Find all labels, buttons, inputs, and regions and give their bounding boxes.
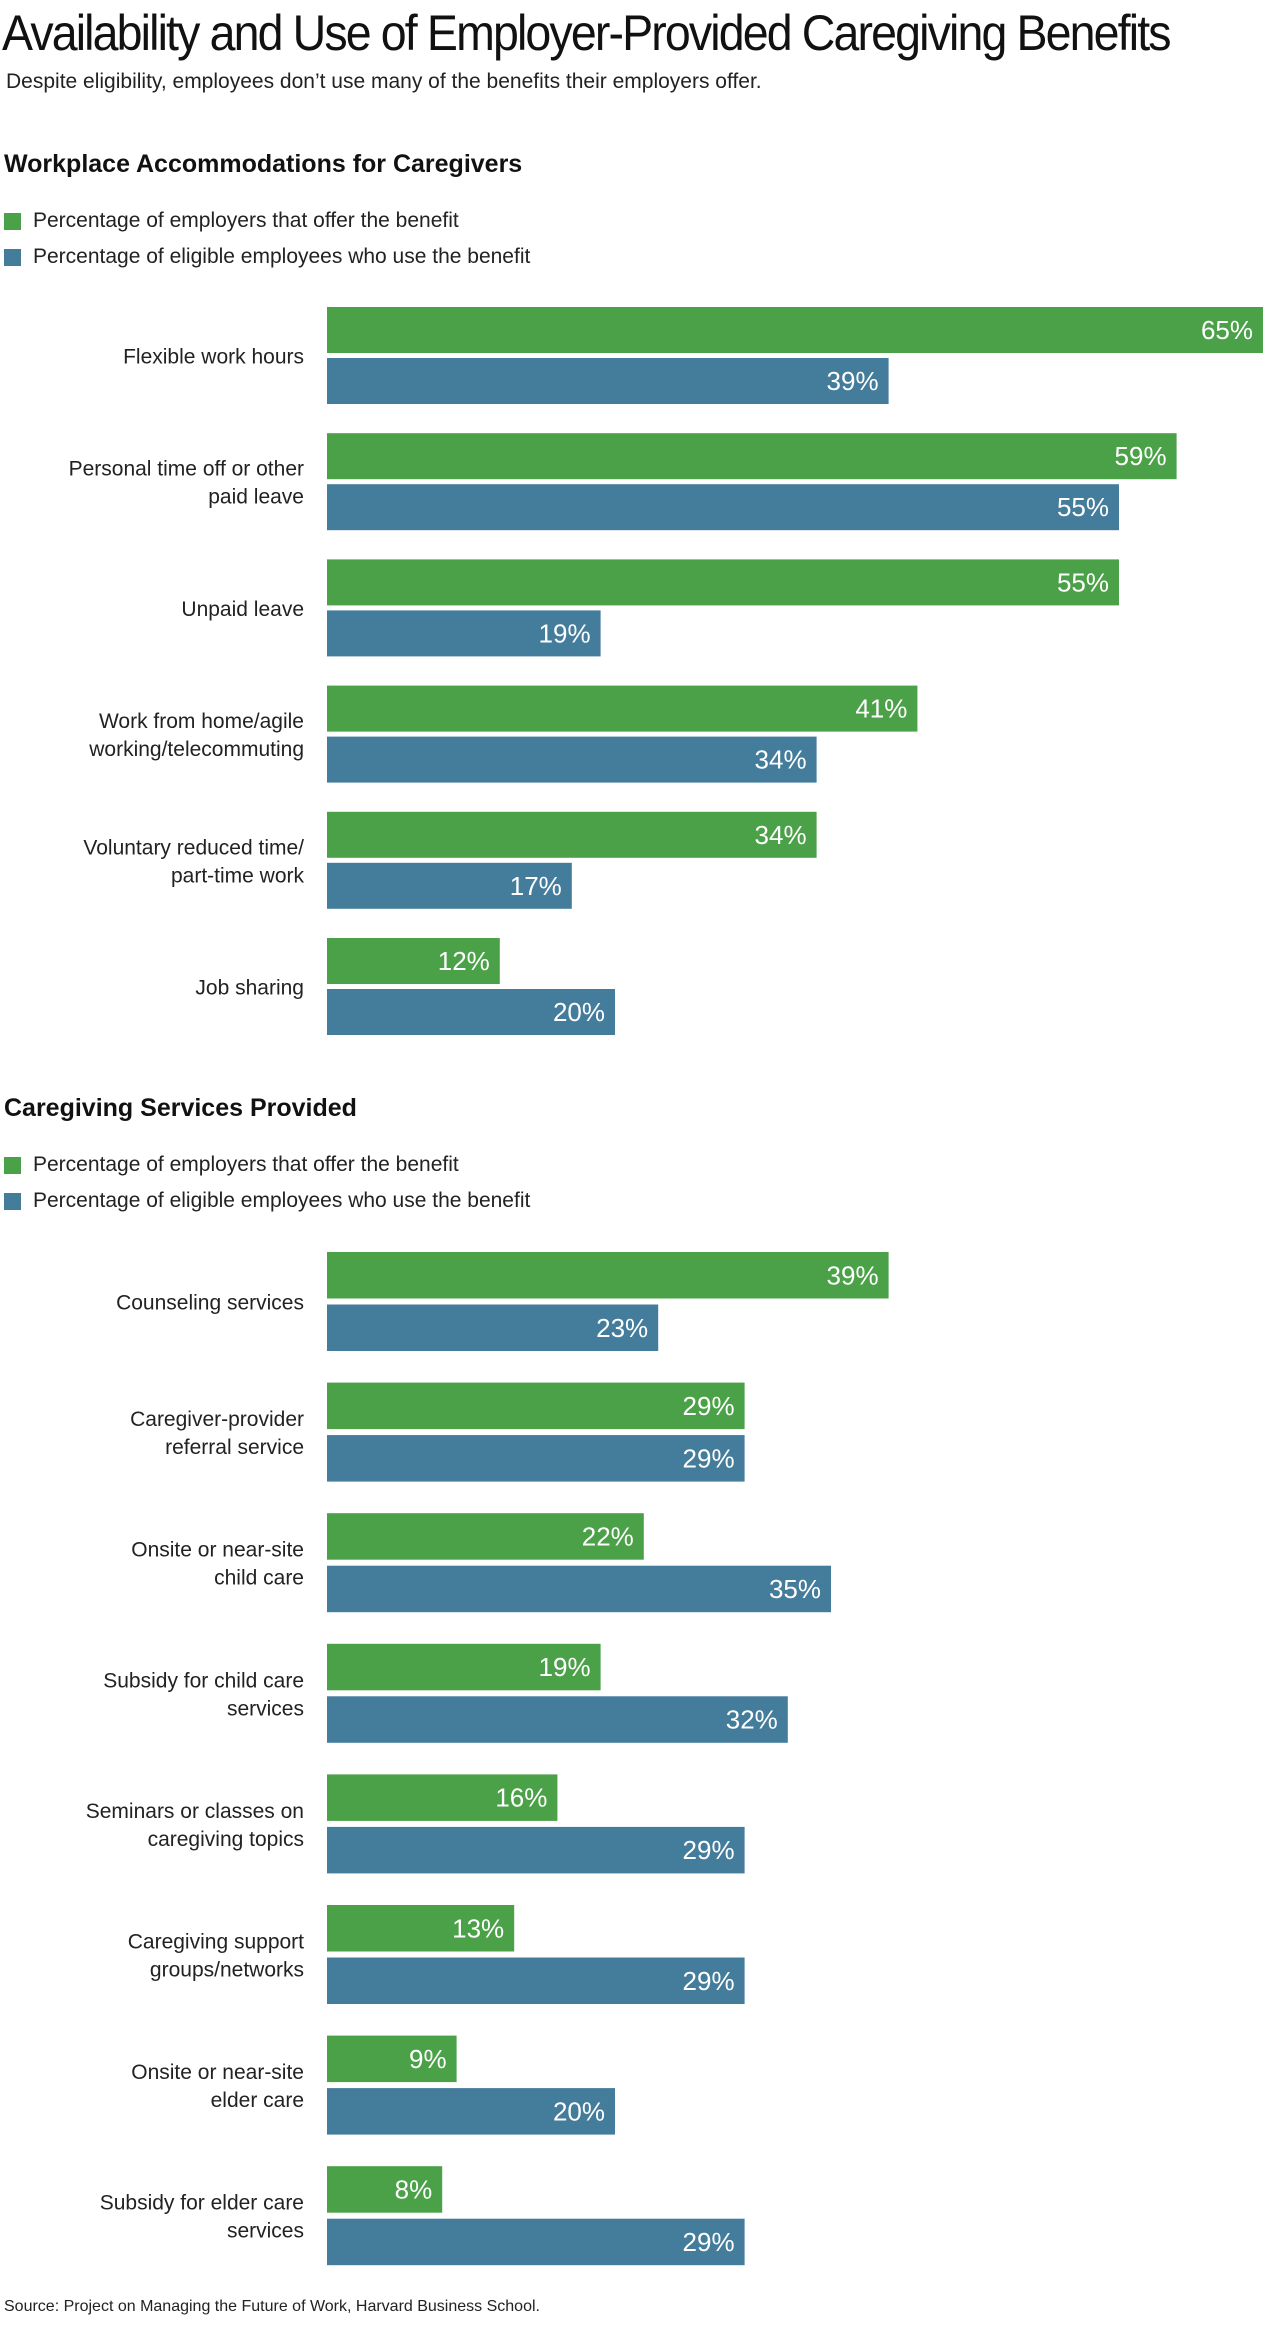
category-label: Onsite or near-site bbox=[131, 1539, 304, 1562]
bar-employers-offer bbox=[327, 1643, 601, 1691]
category-label: working/telecommuting bbox=[88, 738, 304, 761]
category-label: Seminars or classes on bbox=[86, 1800, 304, 1823]
bar-employers-offer bbox=[327, 938, 500, 984]
category-label: Voluntary reduced time/ bbox=[83, 836, 304, 859]
bar-employees-use bbox=[327, 2218, 745, 2266]
bar-value-label: 13% bbox=[452, 1913, 504, 1943]
category-label: Personal time off or other bbox=[69, 458, 304, 481]
category-label: Caregiver-provider bbox=[130, 1408, 304, 1431]
bar-employees-use bbox=[327, 1826, 745, 1874]
bar-value-label: 39% bbox=[827, 1260, 879, 1290]
accommodations-bar-chart: Flexible work hours 65% 39% Personal time o… bbox=[69, 307, 1263, 1035]
legend-label-use: Percentage of eligible employees who use… bbox=[33, 1189, 531, 1212]
legend-use-1: Percentage of eligible employees who use… bbox=[4, 243, 530, 271]
bar-employees-use bbox=[327, 484, 1119, 531]
legend-swatch-offer bbox=[4, 1156, 21, 1174]
bar-value-label: 22% bbox=[582, 1521, 634, 1551]
bar-value-label: 34% bbox=[755, 820, 807, 850]
bar-value-label: 55% bbox=[1057, 492, 1109, 522]
bar-value-label: 8% bbox=[395, 2174, 433, 2204]
category-label: services bbox=[227, 2220, 304, 2243]
section-title-accommodations: Workplace Accommodations for Caregivers bbox=[4, 150, 523, 178]
bar-employees-use bbox=[327, 2088, 615, 2135]
bar-employees-use bbox=[327, 1696, 788, 1743]
bar-employers-offer bbox=[327, 1252, 889, 1299]
bar-value-label: 23% bbox=[596, 1313, 648, 1343]
category-label: Subsidy for elder care bbox=[100, 2192, 304, 2215]
bar-value-label: 29% bbox=[683, 1443, 735, 1473]
bar-value-label: 32% bbox=[726, 1705, 778, 1735]
category-label: part-time work bbox=[171, 864, 305, 887]
category-label: child care bbox=[214, 1567, 304, 1590]
bar-value-label: 12% bbox=[438, 946, 490, 976]
bar-employers-offer bbox=[327, 433, 1177, 480]
bar-employers-offer bbox=[327, 1905, 515, 1952]
bar-employees-use bbox=[327, 1957, 745, 2004]
category-label: Flexible work hours bbox=[123, 346, 304, 369]
bar-employers-offer bbox=[327, 685, 918, 732]
bar-employers-offer bbox=[327, 1382, 745, 1430]
services-bar-chart: Counseling services 39% 23% Caregiver-provi… bbox=[86, 1252, 889, 2266]
bar-employees-use bbox=[327, 610, 601, 657]
bar-value-label: 41% bbox=[855, 694, 907, 724]
bar-value-label: 16% bbox=[495, 1783, 547, 1813]
bar-employers-offer bbox=[327, 307, 1263, 353]
bar-value-label: 20% bbox=[553, 2096, 605, 2126]
bar-employees-use bbox=[327, 989, 615, 1035]
legend-label-offer: Percentage of employers that offer the b… bbox=[33, 209, 459, 232]
bar-value-label: 19% bbox=[539, 1652, 591, 1682]
bar-value-label: 29% bbox=[683, 1966, 735, 1996]
bar-employees-use bbox=[327, 1304, 659, 1351]
bar-value-label: 29% bbox=[683, 1835, 735, 1865]
bar-value-label: 9% bbox=[409, 2044, 447, 2074]
bar-value-label: 29% bbox=[683, 2227, 735, 2257]
bar-employees-use bbox=[327, 862, 572, 909]
bar-value-label: 34% bbox=[755, 745, 807, 775]
source-note: Source: Project on Managing the Future o… bbox=[4, 2298, 540, 2315]
category-label: Work from home/agile bbox=[99, 710, 304, 733]
legend-offer-1: Percentage of employers that offer the b… bbox=[4, 207, 459, 235]
legend-label-use: Percentage of eligible employees who use… bbox=[33, 245, 531, 268]
category-label: Counseling services bbox=[116, 1292, 304, 1315]
legend-label-offer: Percentage of employers that offer the b… bbox=[33, 1153, 459, 1176]
bar-value-label: 39% bbox=[827, 366, 879, 396]
bar-value-label: 17% bbox=[510, 871, 562, 901]
legend-swatch-use bbox=[4, 248, 21, 266]
category-label: paid leave bbox=[208, 486, 304, 509]
bar-employers-offer bbox=[327, 811, 817, 858]
bar-employees-use bbox=[327, 358, 889, 404]
page-title: Availability and Use of Employer-Provide… bbox=[2, 5, 1172, 61]
bar-value-label: 29% bbox=[683, 1391, 735, 1421]
bar-value-label: 20% bbox=[553, 997, 605, 1027]
category-label: Caregiving support bbox=[128, 1931, 304, 1954]
category-label: groups/networks bbox=[150, 1959, 304, 1982]
bar-employers-offer bbox=[327, 2166, 443, 2213]
legend-swatch-use bbox=[4, 1192, 21, 1210]
bar-employees-use bbox=[327, 1435, 745, 1482]
bar-employers-offer bbox=[327, 1774, 558, 1821]
category-label: caregiving topics bbox=[148, 1828, 304, 1851]
bar-employees-use bbox=[327, 736, 817, 783]
bar-value-label: 19% bbox=[539, 618, 591, 648]
category-label: Onsite or near-site bbox=[131, 2061, 304, 2084]
category-label: Subsidy for child care bbox=[103, 1669, 304, 1692]
category-label: referral service bbox=[165, 1436, 304, 1459]
bar-employees-use bbox=[327, 1565, 831, 1613]
category-label: Job sharing bbox=[195, 977, 304, 1000]
page-subtitle: Despite eligibility, employees don’t use… bbox=[6, 70, 762, 93]
category-label: services bbox=[227, 1697, 304, 1720]
bar-employers-offer bbox=[327, 1513, 644, 1560]
bar-employers-offer bbox=[327, 559, 1119, 606]
category-label: elder care bbox=[211, 2089, 304, 2112]
bar-value-label: 35% bbox=[769, 1574, 821, 1604]
legend-offer-2: Percentage of employers that offer the b… bbox=[4, 1151, 459, 1179]
category-label: Unpaid leave bbox=[181, 598, 304, 621]
bar-value-label: 65% bbox=[1201, 315, 1253, 345]
section-title-services: Caregiving Services Provided bbox=[4, 1094, 357, 1122]
legend-use-2: Percentage of eligible employees who use… bbox=[4, 1187, 530, 1215]
legend-swatch-offer bbox=[4, 212, 21, 230]
bar-value-label: 59% bbox=[1115, 441, 1167, 471]
bar-employers-offer bbox=[327, 2035, 457, 2083]
bar-value-label: 55% bbox=[1057, 567, 1109, 597]
